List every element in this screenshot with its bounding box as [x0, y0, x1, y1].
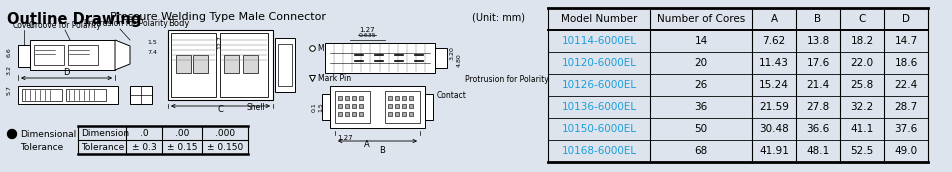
Text: 11.43: 11.43: [759, 58, 789, 68]
Text: Tolerance: Tolerance: [81, 143, 125, 152]
Text: 10120-6000EL: 10120-6000EL: [562, 58, 637, 68]
Bar: [66, 89, 106, 101]
Text: 1.27: 1.27: [337, 135, 353, 141]
Text: 18.2: 18.2: [850, 36, 874, 46]
Bar: [171, 33, 216, 97]
Text: B: B: [815, 14, 822, 24]
Text: Outline Drawing: Outline Drawing: [7, 12, 142, 27]
Bar: [176, 55, 191, 73]
Text: .0: .0: [140, 129, 149, 138]
Text: Pressure Welding Type Male Connector: Pressure Welding Type Male Connector: [110, 12, 326, 22]
Text: 14.7: 14.7: [894, 36, 918, 46]
Text: 20: 20: [694, 58, 707, 68]
Text: 41.1: 41.1: [850, 124, 874, 134]
Text: ± 0.15: ± 0.15: [167, 143, 197, 152]
Text: 3.20: 3.20: [450, 46, 455, 60]
Text: 10114-6000EL: 10114-6000EL: [562, 36, 637, 46]
Bar: [22, 89, 62, 101]
Text: 10168-6000EL: 10168-6000EL: [562, 146, 637, 156]
Bar: [34, 45, 64, 65]
Text: A: A: [364, 140, 370, 149]
Text: Groove for Polarity: Groove for Polarity: [30, 21, 101, 30]
Bar: [18, 86, 118, 104]
Text: 1.5: 1.5: [318, 102, 323, 112]
Text: 22.0: 22.0: [850, 58, 874, 68]
Text: Protrusion for Polarity: Protrusion for Polarity: [465, 75, 548, 84]
Text: D: D: [902, 14, 910, 24]
Text: 12.7: 12.7: [217, 35, 223, 49]
Text: Shell: Shell: [247, 103, 265, 112]
Bar: [68, 45, 98, 65]
Text: .000: .000: [215, 129, 235, 138]
Text: 41.91: 41.91: [759, 146, 789, 156]
Text: 10150-6000EL: 10150-6000EL: [562, 124, 637, 134]
Text: Dimension: Dimension: [81, 129, 129, 138]
Text: Model Number: Model Number: [561, 14, 637, 24]
Text: 52.5: 52.5: [850, 146, 874, 156]
Text: Protrusion for Polarity: Protrusion for Polarity: [84, 19, 168, 28]
Text: D: D: [63, 68, 69, 77]
Text: Mark Pin: Mark Pin: [318, 44, 351, 52]
Text: ± 0.3: ± 0.3: [131, 143, 156, 152]
Bar: [168, 30, 273, 100]
Text: Body: Body: [168, 19, 189, 28]
Text: Dimensional
Tolerance: Dimensional Tolerance: [20, 130, 76, 152]
Text: 26: 26: [694, 80, 707, 90]
Text: 22.4: 22.4: [894, 80, 918, 90]
Text: Mark Pin: Mark Pin: [318, 73, 351, 83]
Bar: [325, 43, 435, 73]
Text: 4.80: 4.80: [457, 53, 462, 67]
Bar: [425, 94, 433, 120]
Text: 7.62: 7.62: [763, 36, 785, 46]
Text: 0.1: 0.1: [312, 102, 317, 112]
Text: 15.24: 15.24: [759, 80, 789, 90]
Text: ± 0.150: ± 0.150: [207, 143, 243, 152]
Text: Contact: Contact: [437, 91, 466, 100]
Text: 0.635: 0.635: [358, 33, 376, 38]
Text: 3.2: 3.2: [7, 65, 12, 75]
Text: 14: 14: [694, 36, 707, 46]
Bar: [435, 48, 447, 68]
Bar: [220, 33, 268, 97]
Text: 36.6: 36.6: [806, 124, 829, 134]
Text: 32.2: 32.2: [850, 102, 874, 112]
Text: 21.4: 21.4: [806, 80, 829, 90]
Text: 10136-6000EL: 10136-6000EL: [562, 102, 637, 112]
Bar: [193, 55, 208, 73]
Bar: [224, 55, 239, 73]
Text: 28.7: 28.7: [894, 102, 918, 112]
Text: 21.59: 21.59: [759, 102, 789, 112]
Bar: [278, 44, 292, 86]
Text: 30.48: 30.48: [759, 124, 789, 134]
Bar: [275, 38, 295, 92]
Text: 5.7: 5.7: [7, 85, 12, 95]
Bar: [322, 94, 330, 120]
Bar: [243, 55, 258, 73]
Bar: [335, 91, 370, 123]
Text: 1.5: 1.5: [147, 40, 157, 45]
Text: 48.1: 48.1: [806, 146, 829, 156]
Text: 50: 50: [694, 124, 707, 134]
Polygon shape: [115, 40, 130, 70]
Text: 17.6: 17.6: [806, 58, 829, 68]
Bar: [130, 86, 152, 104]
Text: 13.8: 13.8: [806, 36, 829, 46]
Text: (Unit: mm): (Unit: mm): [472, 12, 525, 22]
Text: B: B: [379, 146, 385, 155]
Text: 1.27: 1.27: [359, 27, 375, 33]
Text: 27.8: 27.8: [806, 102, 829, 112]
Text: C: C: [859, 14, 865, 24]
Text: Cover: Cover: [13, 21, 35, 30]
Text: Number of Cores: Number of Cores: [657, 14, 745, 24]
Text: 10126-6000EL: 10126-6000EL: [562, 80, 637, 90]
Text: 25.8: 25.8: [850, 80, 874, 90]
Text: A: A: [770, 14, 778, 24]
Circle shape: [8, 130, 16, 138]
Text: 36: 36: [694, 102, 707, 112]
Bar: [330, 86, 425, 128]
Bar: [30, 40, 115, 70]
Text: 7.4: 7.4: [147, 50, 157, 55]
Text: 37.6: 37.6: [894, 124, 918, 134]
Bar: [385, 91, 420, 123]
